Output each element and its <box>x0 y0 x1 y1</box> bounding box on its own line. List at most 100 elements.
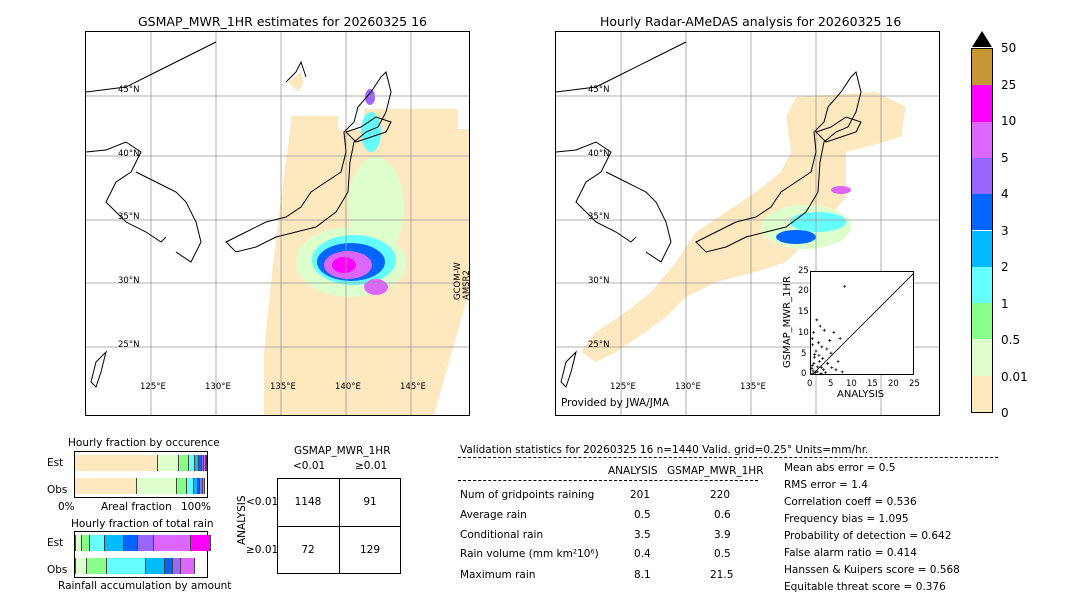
right-lat-25: 25°N <box>588 340 610 350</box>
stack-segment <box>106 558 147 574</box>
scatter-point <box>840 370 844 374</box>
contingency-hdivider <box>278 526 400 527</box>
occurrence-chart <box>74 451 208 498</box>
colorbar-label: 1 <box>1001 296 1009 311</box>
colorbar-segment <box>972 194 992 231</box>
scatter-point <box>811 372 814 374</box>
scatter-xtick-5: 5 <box>828 379 834 389</box>
col-analysis: ANALYSIS <box>608 465 658 477</box>
total-rain-xlabel: Rainfall accumulation by amount <box>58 580 232 592</box>
scatter-ytick-5: 5 <box>801 349 807 359</box>
colorbar-label: 3 <box>1001 223 1009 238</box>
left-rain-light-2 <box>348 157 404 257</box>
scatter-xtick-10: 10 <box>846 379 857 389</box>
stack-segment <box>180 558 196 574</box>
right-analysis-area <box>581 92 906 362</box>
cell-hit: 129 <box>359 544 381 556</box>
scatter-point <box>821 357 825 361</box>
scatter-ytick-10: 10 <box>798 328 809 338</box>
right-lon-130: 130°E <box>675 382 701 392</box>
stack-segment <box>203 478 205 494</box>
right-lat-35: 35°N <box>588 212 610 222</box>
scatter-point <box>811 372 815 374</box>
colorbar-segment <box>972 339 992 376</box>
cell-hits-none: 1148 <box>294 496 322 508</box>
total-rain-obs-label: Obs <box>47 564 68 576</box>
left-map <box>85 31 470 416</box>
stack-segment <box>89 535 106 551</box>
row-label-conditional: Conditional rain <box>460 529 544 541</box>
left-rain-cell <box>364 279 388 295</box>
scatter-point <box>843 285 847 289</box>
left-lat-45: 45°N <box>118 85 140 95</box>
row-gsmap-volume: 0.5 <box>714 548 731 560</box>
colorbar-segment <box>972 121 992 158</box>
scatter-point <box>817 353 821 357</box>
scatter-point <box>811 364 814 368</box>
stack-segment <box>197 478 201 494</box>
contingency-col-2: ≥0.01 <box>355 460 388 472</box>
stack-segment <box>81 535 90 551</box>
stack-segment <box>75 558 77 574</box>
scatter-point <box>814 370 818 374</box>
score-rmse: RMS error = 1.4 <box>784 479 868 491</box>
stack-segment <box>154 535 192 551</box>
data-credit: Provided by JWA/JMA <box>561 397 670 409</box>
left-lon-135: 135°E <box>270 382 296 392</box>
colorbar-label: 10 <box>1001 114 1017 128</box>
colorbar-label: 5 <box>1001 150 1009 165</box>
right-rain-heavy <box>776 230 816 244</box>
scatter-ytick-0: 0 <box>801 369 807 379</box>
scatter-xtick-20: 20 <box>888 379 899 389</box>
scatter-point <box>824 371 828 374</box>
stack-segment <box>138 535 155 551</box>
right-rain-veryheavy <box>831 186 851 194</box>
occurrence-title: Hourly fraction by occurence <box>68 437 220 449</box>
stack-segment <box>191 535 211 551</box>
scatter-point <box>838 337 842 341</box>
scatter-point <box>814 373 816 374</box>
colorbar-segment <box>972 266 992 304</box>
contingency-title: GSMAP_MWR_1HR <box>294 445 391 457</box>
colorbar-label: 0 <box>1001 406 1009 420</box>
scatter-point <box>811 367 814 371</box>
stack-segment <box>75 478 138 494</box>
row-gsmap-average: 0.6 <box>714 509 731 521</box>
scatter-point <box>815 370 819 374</box>
row-gsmap-conditional: 3.9 <box>714 529 731 541</box>
left-coastline <box>86 41 392 388</box>
colorbar-label: 25 <box>1001 77 1017 92</box>
cell-miss: 72 <box>301 544 315 556</box>
colorbar-segment <box>972 230 992 267</box>
stack-segment <box>105 535 124 551</box>
scatter-point <box>821 368 825 372</box>
scatter-point <box>815 318 819 322</box>
colorbar-segment <box>972 375 992 412</box>
right-lon-125: 125°E <box>610 382 636 392</box>
row-analysis-average: 0.5 <box>634 509 651 521</box>
total-rain-est-label: Est <box>47 537 64 549</box>
left-lon-130: 130°E <box>205 382 231 392</box>
occurrence-xlabel: Areal fraction <box>101 501 172 513</box>
scatter-point <box>817 359 821 363</box>
scatter-xtick-25: 25 <box>909 379 920 389</box>
colorbar-label: 0.5 <box>1001 333 1021 347</box>
stack-segment <box>75 535 77 551</box>
scatter-point <box>811 369 815 373</box>
scatter-xlabel: ANALYSIS <box>837 389 885 400</box>
score-correlation: Correlation coeff = 0.536 <box>784 496 917 508</box>
scatter-point <box>814 349 818 353</box>
left-rain-north <box>361 112 381 152</box>
scatter-point <box>813 352 817 356</box>
scatter-diagonal <box>812 273 913 374</box>
colorbar-label: 50 <box>1001 41 1017 55</box>
scatter-plot <box>810 271 914 375</box>
score-hk: Hanssen & Kuipers score = 0.568 <box>784 564 960 576</box>
validation-col-divider <box>458 480 758 481</box>
stack-segment <box>76 558 87 574</box>
stack-segment <box>201 455 205 471</box>
stack-segment <box>172 558 181 574</box>
stack-segment <box>193 478 198 494</box>
contingency-row-1: <0.01 <box>246 496 279 508</box>
colorbar-segment <box>972 157 992 195</box>
